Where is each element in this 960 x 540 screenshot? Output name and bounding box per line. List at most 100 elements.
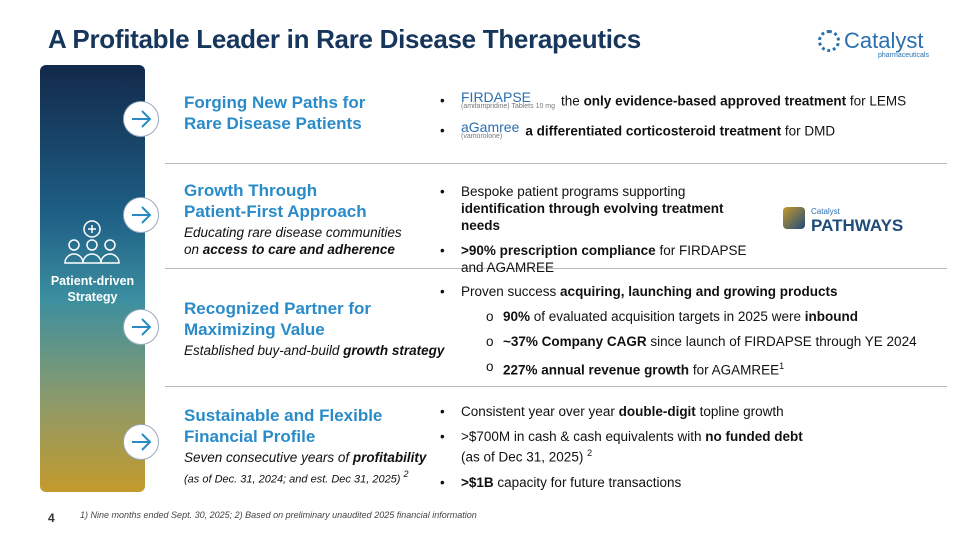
bullet: FIRDAPSE(amifampridine) Tablets 10 mg the… [440,89,920,112]
text-run: (as of Dec. 31, 2024; and est. Dec 31, 2… [184,473,404,486]
text-run: >$1B [461,474,494,490]
heading-line: Patient-First Approach [184,202,367,221]
divider [165,163,947,164]
text-run: Consistent year over year [461,404,619,419]
company-logo: Catalyst pharmaceuticals [818,28,929,59]
bullet: >$700M in cash & cash equivalents with n… [440,428,820,466]
row-subtitle: Seven consecutive years of profitability… [184,449,426,489]
pathways-name: Catalyst [811,207,840,216]
text-run: (as of Dec 31, 2025) [461,449,588,465]
row-heading: Sustainable and Flexible Financial Profil… [184,405,382,447]
row-heading: Growth Through Patient-First Approach [184,180,367,222]
text-run: since launch of FIRDAPSE through YE 2024 [646,334,917,349]
logo-icon [818,30,840,52]
text-run: Seven consecutive years of [184,450,353,465]
text-run: Bespoke patient programs supporting [461,184,686,199]
text-run: >$700M in cash & cash equivalents with [461,429,706,444]
bullet-list: Proven success acquiring, launching and … [440,283,920,387]
heading-line: Forging New Paths for [184,93,366,112]
bullet: >90% prescription compliance for FIRDAPS… [440,242,750,276]
text-run: only evidence-based approved treatment [583,93,847,109]
row-subtitle: Educating rare disease communities on acc… [184,224,402,258]
text-run: profitability [352,450,427,465]
text-run: access to care and adherence [202,242,395,257]
text-run: on [184,242,203,257]
sidebar-label: Patient-driven Strategy [50,274,135,304]
text-run: >90% prescription compliance [461,243,656,258]
bullet: >$1B capacity for future transactions [440,474,820,491]
heading-line: Maximizing Value [184,320,325,339]
text-run: the [561,93,584,109]
pathways-logo: Catalyst PATHWAYS [783,207,903,236]
sub-bullet: 90% of evaluated acquisition targets in … [461,308,920,325]
bullet: aGamree(vamorolone) a differentiated cort… [440,119,920,142]
product-logo: aGamree(vamorolone) [461,119,520,142]
text-run: for DMD [781,123,836,139]
text-run: for FIRDAPSE and AGAMREE [461,243,747,275]
subtitle-line: on access to care and adherence [184,241,402,258]
pathways-icon [783,207,805,229]
product-logo-sub: (vamorolone) [461,133,503,140]
subtitle-line: Educating rare disease communities [184,224,402,241]
sub-bullet: ~37% Company CAGR since launch of FIRDAP… [461,333,920,350]
divider [165,386,947,387]
logo-sub: pharmaceuticals [878,52,929,59]
sidebar [40,65,145,492]
heading-line: Sustainable and Flexible [184,406,383,425]
page-number: 4 [48,511,55,525]
subtitle-line: Seven consecutive years of profitability [184,449,426,466]
title: A Profitable Leader in Rare Disease Ther… [48,24,641,54]
heading-line: Recognized Partner for [184,299,372,318]
pathways-main: PATHWAYS [811,216,904,235]
arrow-icon [123,197,159,233]
bullet-list: Bespoke patient programs supporting iden… [440,183,750,284]
text-run: growth strategy [343,343,445,358]
bullet-list: FIRDAPSE(amifampridine) Tablets 10 mg the… [440,89,920,152]
bullet: Proven success acquiring, launching and … [440,283,920,379]
text-run: Proven success [461,284,561,299]
text-run: capacity for future transactions [493,474,682,490]
subtitle-line: Established buy-and-build growth strateg… [184,342,444,359]
arrow-icon [123,424,159,460]
bullet: Consistent year over year double-digit t… [440,403,820,420]
text-run: 2 [403,469,409,479]
row-heading: Recognized Partner for Maximizing Value [184,298,371,340]
heading-line: Rare Disease Patients [184,114,362,133]
text-run: for LEMS [846,93,907,109]
arrow-icon [123,101,159,137]
text-run: 2 [587,448,593,458]
arrow-icon [123,309,159,345]
text-run: of evaluated acquisition targets in 2025… [530,309,805,324]
text-run: inbound [804,309,858,324]
bullet-list: Consistent year over year double-digit t… [440,403,820,499]
logo-name: Catalyst [844,28,924,53]
row-subtitle: Established buy-and-build growth strateg… [184,342,444,359]
heading-line: Financial Profile [184,427,316,446]
text-run: identification through evolving treatmen… [461,201,724,233]
subtitle-line: (as of Dec. 31, 2024; and est. Dec 31, 2… [184,466,426,489]
heading-line: Growth Through [184,181,318,200]
text-run: a differentiated corticosteroid treatmen… [525,123,782,139]
product-logo-name: FIRDAPSE [461,89,532,105]
text-run: 227% annual revenue growth [503,362,690,378]
text-run: Established buy-and-build [184,343,344,358]
row-heading: Forging New Paths for Rare Disease Patien… [184,92,365,134]
text-run: Educating rare disease communities [184,225,402,240]
text-run: acquiring, launching and growing product… [560,284,838,299]
text-run: 90% [503,309,531,324]
product-logo-name: aGamree [461,119,520,135]
text-run: double-digit [618,404,696,419]
product-logo: FIRDAPSE(amifampridine) Tablets 10 mg [461,89,556,112]
sub-bullet: 227% annual revenue growth for AGAMREE1 [461,358,920,379]
text-run: topline growth [695,404,784,419]
text-run: for AGAMREE [689,362,780,378]
text-run: ~37% Company CAGR [503,334,647,349]
text-run: 1 [779,361,785,371]
people-icon [64,220,120,264]
text-run: no funded debt [705,429,803,444]
footnote: 1) Nine months ended Sept. 30, 2025; 2) … [80,510,477,520]
product-logo-sub: (amifampridine) Tablets 10 mg [461,103,556,110]
bullet: Bespoke patient programs supporting iden… [440,183,750,234]
